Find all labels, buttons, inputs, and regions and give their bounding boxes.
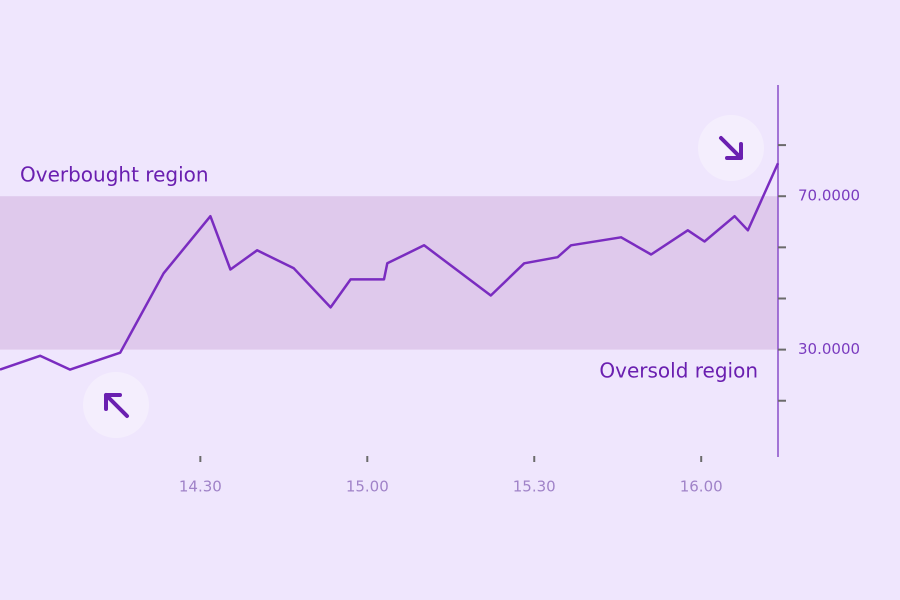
- x-tick-label: 15.00: [346, 478, 389, 496]
- x-tick-label: 14.30: [179, 478, 222, 496]
- y-tick-label: 30.0000: [798, 340, 860, 358]
- annotation: Oversold region: [599, 359, 758, 383]
- arrow-badge: [698, 115, 764, 181]
- y-tick-label: 70.0000: [798, 187, 860, 205]
- x-tick-label: 15.30: [513, 478, 556, 496]
- arrow-badge: [83, 372, 149, 438]
- annotation: Overbought region: [20, 163, 209, 187]
- x-tick-label: 16.00: [680, 478, 723, 496]
- shaded-region: [0, 196, 778, 350]
- data-line: [0, 162, 780, 371]
